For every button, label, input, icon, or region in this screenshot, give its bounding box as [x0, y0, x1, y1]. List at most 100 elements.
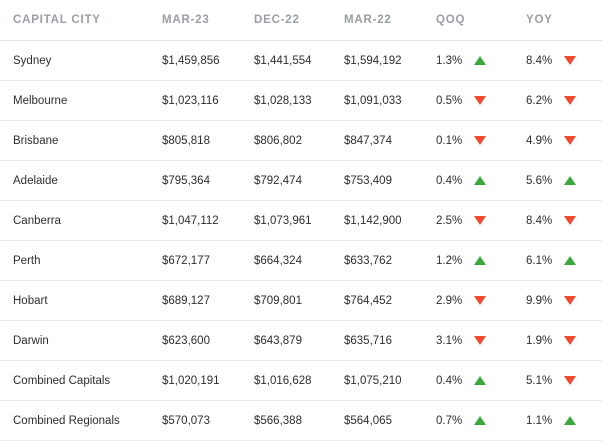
- qoq-value: 0.5%: [436, 94, 463, 107]
- yoy-arrow-down-icon: [564, 296, 576, 305]
- value-mar-22: $753,409: [344, 174, 392, 187]
- yoy-cell: 8.4%: [526, 55, 602, 67]
- header-mar-23[interactable]: MAR-23: [162, 14, 210, 26]
- qoq-arrow-down-icon: [474, 96, 486, 105]
- qoq-cell: 0.7%: [436, 415, 526, 427]
- value-mar-22: $764,452: [344, 294, 392, 307]
- qoq-cell: 0.1%: [436, 135, 526, 147]
- value-dec-22: $1,016,628: [254, 374, 312, 387]
- qoq-cell: 3.1%: [436, 335, 526, 347]
- yoy-cell: 8.4%: [526, 215, 602, 227]
- table-row: Melbourne $1,023,116 $1,028,133 $1,091,0…: [0, 81, 602, 121]
- table-header: CAPITAL CITY MAR-23 DEC-22 MAR-22 QOQ YO…: [0, 0, 602, 41]
- yoy-cell: 1.1%: [526, 415, 602, 427]
- yoy-value: 4.9%: [526, 134, 553, 147]
- yoy-value: 5.6%: [526, 174, 553, 187]
- qoq-arrow-down-icon: [474, 136, 486, 145]
- qoq-cell: 2.9%: [436, 295, 526, 307]
- qoq-arrow-up-icon: [474, 56, 486, 65]
- qoq-cell: 0.4%: [436, 175, 526, 187]
- qoq-arrow-down-icon: [474, 296, 486, 305]
- header-mar-22[interactable]: MAR-22: [344, 14, 392, 26]
- value-mar-23: $1,023,116: [162, 94, 219, 107]
- header-capital-city[interactable]: CAPITAL CITY: [13, 14, 101, 26]
- value-dec-22: $709,801: [254, 294, 302, 307]
- value-dec-22: $806,802: [254, 134, 302, 147]
- qoq-value: 0.4%: [436, 374, 463, 387]
- yoy-arrow-down-icon: [564, 336, 576, 345]
- value-mar-23: $1,047,112: [162, 214, 219, 227]
- table-row: Darwin $623,600 $643,879 $635,716 3.1% 1…: [0, 321, 602, 361]
- city-name: Perth: [13, 254, 41, 267]
- qoq-value: 0.1%: [436, 134, 463, 147]
- yoy-cell: 5.1%: [526, 375, 602, 387]
- value-mar-22: $564,065: [344, 414, 392, 427]
- header-dec-22[interactable]: DEC-22: [254, 14, 300, 26]
- table-row: Canberra $1,047,112 $1,073,961 $1,142,90…: [0, 201, 602, 241]
- city-name: Adelaide: [13, 174, 58, 187]
- yoy-value: 6.1%: [526, 254, 553, 267]
- yoy-value: 5.1%: [526, 374, 553, 387]
- yoy-arrow-up-icon: [564, 256, 576, 265]
- yoy-arrow-down-icon: [564, 216, 576, 225]
- yoy-cell: 1.9%: [526, 335, 602, 347]
- value-mar-22: $635,716: [344, 334, 392, 347]
- yoy-arrow-down-icon: [564, 136, 576, 145]
- qoq-arrow-up-icon: [474, 376, 486, 385]
- value-mar-22: $1,075,210: [344, 374, 402, 387]
- value-dec-22: $1,073,961: [254, 214, 312, 227]
- qoq-value: 2.9%: [436, 294, 463, 307]
- yoy-arrow-down-icon: [564, 56, 576, 65]
- yoy-value: 1.9%: [526, 334, 553, 347]
- value-mar-22: $847,374: [344, 134, 392, 147]
- qoq-arrow-up-icon: [474, 416, 486, 425]
- yoy-value: 9.9%: [526, 294, 553, 307]
- qoq-arrow-up-icon: [474, 176, 486, 185]
- value-mar-23: $795,364: [162, 174, 210, 187]
- yoy-cell: 9.9%: [526, 295, 602, 307]
- value-dec-22: $643,879: [254, 334, 302, 347]
- value-mar-23: $570,073: [162, 414, 210, 427]
- city-name: Combined Regionals: [13, 414, 120, 427]
- value-mar-23: $1,020,191: [162, 374, 220, 387]
- value-mar-23: $689,127: [162, 294, 210, 307]
- value-mar-22: $1,594,192: [344, 54, 402, 67]
- yoy-cell: 6.2%: [526, 95, 602, 107]
- city-name: Canberra: [13, 214, 61, 227]
- value-dec-22: $792,474: [254, 174, 302, 187]
- qoq-value: 2.5%: [436, 214, 463, 227]
- qoq-cell: 1.3%: [436, 55, 526, 67]
- qoq-value: 3.1%: [436, 334, 463, 347]
- yoy-arrow-up-icon: [564, 176, 576, 185]
- yoy-value: 1.1%: [526, 414, 553, 427]
- header-qoq[interactable]: QOQ: [436, 14, 466, 26]
- table-row: Hobart $689,127 $709,801 $764,452 2.9% 9…: [0, 281, 602, 321]
- value-mar-23: $623,600: [162, 334, 210, 347]
- qoq-value: 1.3%: [436, 54, 463, 67]
- qoq-cell: 0.5%: [436, 95, 526, 107]
- yoy-value: 6.2%: [526, 94, 553, 107]
- value-mar-22: $633,762: [344, 254, 392, 267]
- header-yoy[interactable]: YOY: [526, 14, 553, 26]
- city-name: Combined Capitals: [13, 374, 111, 387]
- value-dec-22: $664,324: [254, 254, 302, 267]
- qoq-value: 0.7%: [436, 414, 463, 427]
- table-row: Brisbane $805,818 $806,802 $847,374 0.1%…: [0, 121, 602, 161]
- qoq-arrow-down-icon: [474, 336, 486, 345]
- table-row: Perth $672,177 $664,324 $633,762 1.2% 6.…: [0, 241, 602, 281]
- qoq-cell: 0.4%: [436, 375, 526, 387]
- qoq-value: 0.4%: [436, 174, 463, 187]
- value-mar-22: $1,091,033: [344, 94, 402, 107]
- table-row: Adelaide $795,364 $792,474 $753,409 0.4%…: [0, 161, 602, 201]
- value-mar-23: $672,177: [162, 254, 210, 267]
- qoq-value: 1.2%: [436, 254, 463, 267]
- city-name: Darwin: [13, 334, 49, 347]
- yoy-value: 8.4%: [526, 54, 553, 67]
- yoy-value: 8.4%: [526, 214, 553, 227]
- value-mar-22: $1,142,900: [344, 214, 402, 227]
- yoy-arrow-up-icon: [564, 416, 576, 425]
- yoy-arrow-down-icon: [564, 96, 576, 105]
- city-name: Brisbane: [13, 134, 59, 147]
- table-row: Combined Capitals $1,020,191 $1,016,628 …: [0, 361, 602, 401]
